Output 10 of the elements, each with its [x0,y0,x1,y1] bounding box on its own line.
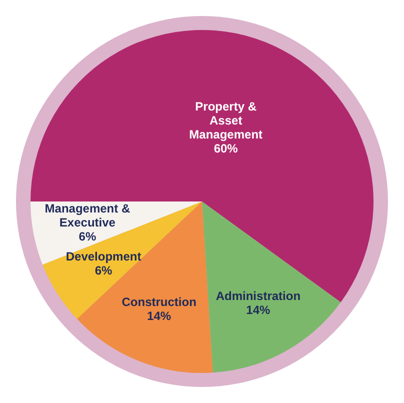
slice-label: Management & Executive [44,202,130,230]
data-label: 14% [147,309,172,324]
data-label: 6% [78,230,96,244]
data-label: 60% [214,141,238,156]
slice-label: Property & Asset Management [189,99,263,142]
slice-label: Development [66,249,142,264]
data-label: 6% [94,263,113,278]
slice-label: Administration [216,289,301,304]
slice-label: Construction [122,295,196,310]
data-label: 14% [246,303,271,318]
